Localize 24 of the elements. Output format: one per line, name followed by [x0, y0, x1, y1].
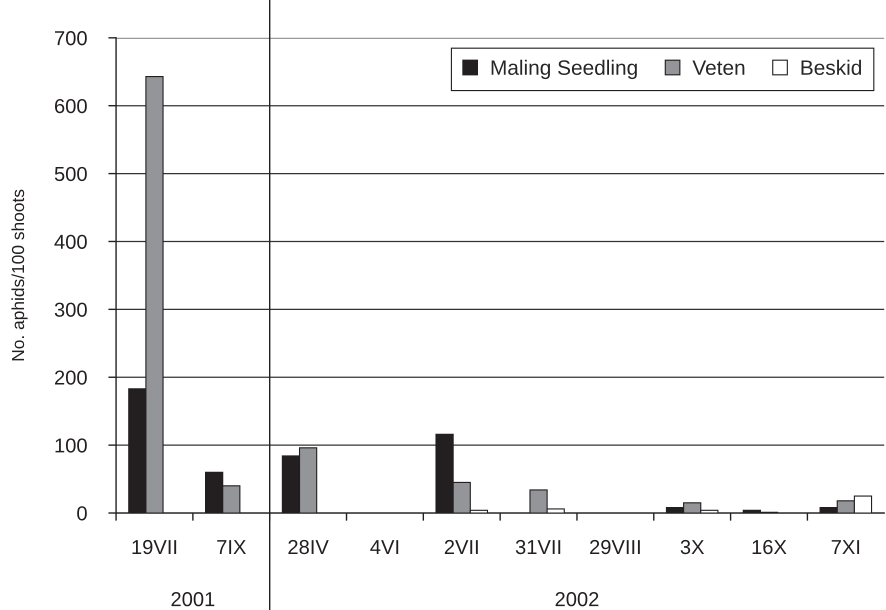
y-tick-label: 400	[54, 234, 87, 249]
legend-label: Beskid	[802, 60, 862, 75]
y-tick-label: 600	[55, 98, 87, 114]
legend-label: Maling Seedling	[492, 60, 637, 80]
y-tick-label: 0	[77, 506, 87, 521]
x-tick-label: 3X	[680, 540, 704, 554]
x-tick-label: 28IV	[288, 540, 329, 554]
x-tick-label: 2VII	[444, 540, 478, 554]
x-tick-label: 7XI	[832, 540, 860, 554]
x-tick-label: 29VIII	[590, 540, 640, 554]
x-tick-label: 7IX	[217, 540, 246, 554]
y-tick-label: 700	[55, 31, 87, 46]
x-tick-label: 31VII	[516, 540, 560, 554]
y-tick-label: 300	[54, 302, 87, 317]
legend-label: Veten	[692, 60, 744, 75]
y-tick-label: 100	[56, 438, 87, 453]
x-axis-title: 2002	[556, 592, 598, 606]
y-tick-label: 200	[55, 370, 87, 385]
x-tick-label: 19VII	[132, 540, 176, 554]
x-axis-title: 2001	[171, 592, 214, 606]
y-axis-title: No. aphids/100 shoots	[11, 190, 28, 360]
x-tick-label: 16X	[752, 540, 786, 554]
x-tick-label: 4VI	[370, 540, 398, 554]
y-tick-label: 500	[54, 166, 87, 182]
